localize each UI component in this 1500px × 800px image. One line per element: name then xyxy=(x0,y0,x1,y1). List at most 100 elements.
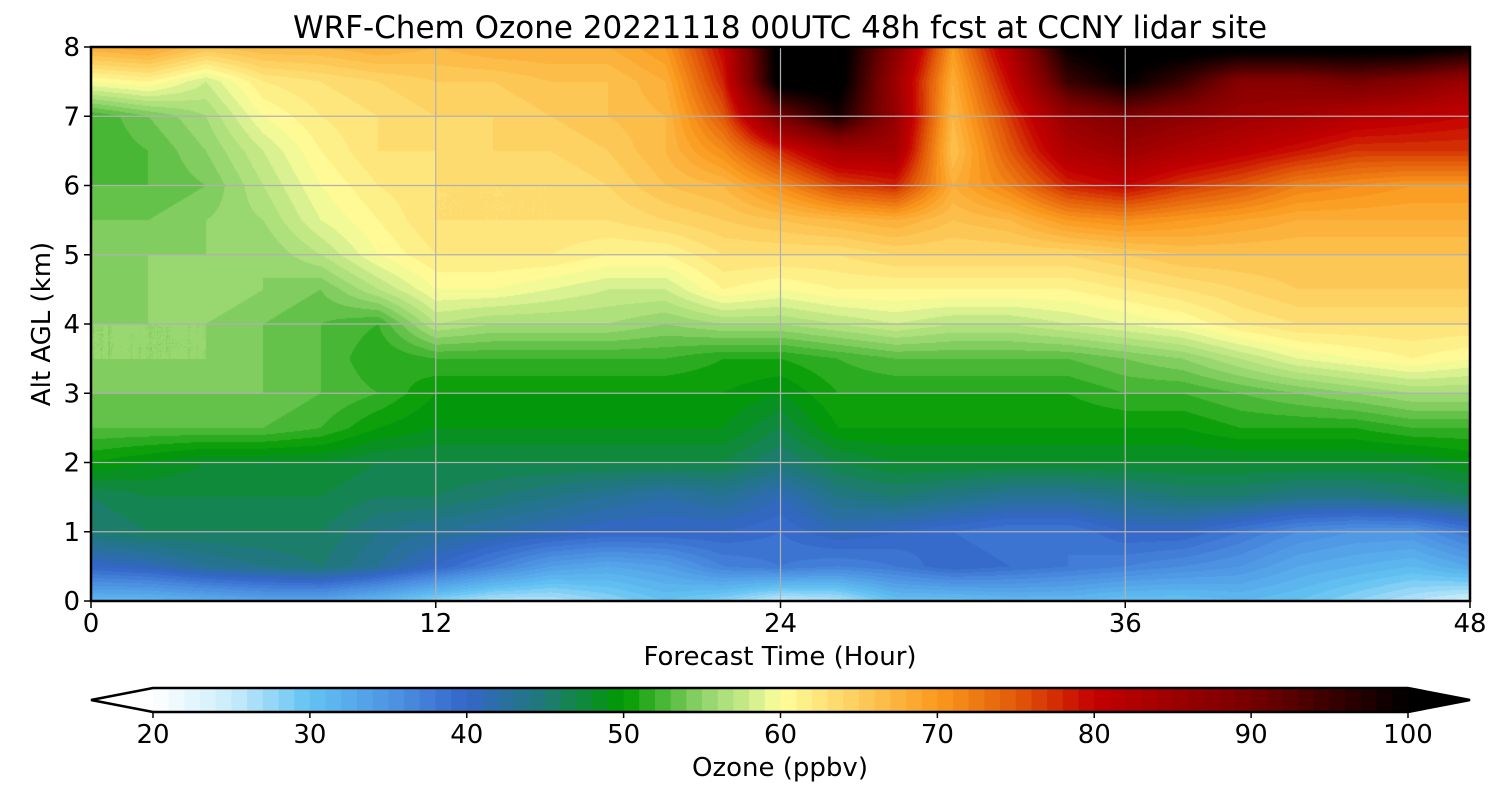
colorbar-level xyxy=(796,688,813,712)
x-tick-label: 24 xyxy=(764,609,797,639)
colorbar-level xyxy=(356,688,374,712)
y-tick-label: 4 xyxy=(63,310,80,340)
colorbar-level xyxy=(623,688,640,712)
colorbar-extend-high xyxy=(1408,688,1470,712)
colorbar-level xyxy=(372,688,389,712)
colorbar-level xyxy=(780,688,797,712)
colorbar-level xyxy=(686,688,703,712)
colorbar-level xyxy=(764,688,782,712)
x-tick-label: 36 xyxy=(1109,609,1142,639)
colorbar-level xyxy=(639,688,656,712)
colorbar-level xyxy=(1141,688,1158,712)
y-axis: 0 1 2 3 4 5 6 7 8 xyxy=(63,33,91,617)
colorbar-level xyxy=(215,688,233,712)
colorbar-level xyxy=(325,688,342,712)
chart-title: WRF-Chem Ozone 20221118 00UTC 48h fcst a… xyxy=(293,10,1267,46)
colorbar-level xyxy=(811,688,829,712)
colorbar-level xyxy=(874,688,891,712)
colorbar-tick-label: 60 xyxy=(764,720,797,750)
colorbar-level xyxy=(341,688,358,712)
colorbar-tick-label: 40 xyxy=(450,720,483,750)
colorbar-level xyxy=(1235,688,1252,712)
colorbar-level xyxy=(607,688,625,712)
y-tick-label: 1 xyxy=(63,518,80,548)
y-tick-label: 5 xyxy=(63,241,80,271)
colorbar-level xyxy=(168,688,185,712)
x-tick-label: 48 xyxy=(1453,609,1486,639)
y-tick-label: 0 xyxy=(63,587,80,617)
colorbar-level xyxy=(749,688,766,712)
colorbar-level xyxy=(1251,688,1268,712)
colorbar-level xyxy=(184,688,201,712)
colorbar-level xyxy=(466,688,484,712)
colorbar-level xyxy=(953,688,970,712)
colorbar-level xyxy=(498,688,515,712)
colorbar-level xyxy=(937,688,954,712)
colorbar-label: Ozone (ppbv) xyxy=(692,753,868,783)
colorbar-level xyxy=(1000,688,1017,712)
colorbar-level xyxy=(1109,688,1127,712)
x-tick-label: 12 xyxy=(419,609,452,639)
colorbar-extend-low xyxy=(91,688,153,712)
colorbar-level xyxy=(435,688,452,712)
colorbar-level xyxy=(1345,688,1362,712)
colorbar-level xyxy=(1360,688,1378,712)
y-tick-label: 6 xyxy=(63,172,80,202)
colorbar-level xyxy=(1188,688,1205,712)
colorbar-level xyxy=(890,688,907,712)
colorbar-level xyxy=(309,688,327,712)
colorbar-level xyxy=(200,688,217,712)
colorbar-level xyxy=(560,688,578,712)
colorbar-level xyxy=(1204,688,1221,712)
x-axis: 0 12 24 36 48 xyxy=(83,601,1487,639)
colorbar-level xyxy=(278,688,295,712)
colorbar-level xyxy=(545,688,562,712)
colorbar-level xyxy=(1157,688,1174,712)
colorbar-level xyxy=(1266,688,1284,712)
colorbar-level xyxy=(419,688,436,712)
colorbar: 20 30 40 50 60 70 80 90 100 Ozone (ppbv) xyxy=(90,686,1471,783)
colorbar-level xyxy=(1047,688,1064,712)
colorbar-level xyxy=(1298,688,1315,712)
colorbar-tick-label: 50 xyxy=(607,720,640,750)
colorbar-level xyxy=(513,688,531,712)
y-tick-label: 2 xyxy=(63,449,80,479)
y-tick-label: 7 xyxy=(63,102,80,132)
colorbar-level xyxy=(529,688,546,712)
colorbar-level xyxy=(1078,688,1095,712)
colorbar-level xyxy=(1172,688,1189,712)
colorbar-level xyxy=(576,688,593,712)
colorbar-level xyxy=(1031,688,1048,712)
colorbar-level xyxy=(906,688,923,712)
colorbar-level xyxy=(451,688,468,712)
colorbar-level xyxy=(294,688,311,712)
colorbar-ticks: 20 30 40 50 60 70 80 90 100 xyxy=(136,712,1433,750)
y-tick-label: 3 xyxy=(63,379,80,409)
colorbar-level xyxy=(1282,688,1299,712)
colorbar-level xyxy=(968,688,986,712)
colorbar-level xyxy=(592,688,609,712)
colorbar-tick-label: 20 xyxy=(136,720,169,750)
colorbar-tick-label: 30 xyxy=(293,720,326,750)
x-axis-label: Forecast Time (Hour) xyxy=(643,642,916,672)
x-tick-label: 0 xyxy=(83,609,100,639)
colorbar-level xyxy=(247,688,264,712)
colorbar-level xyxy=(843,688,860,712)
colorbar-level xyxy=(733,688,750,712)
colorbar-level xyxy=(670,688,687,712)
colorbar-level xyxy=(1062,688,1080,712)
colorbar-level xyxy=(404,688,421,712)
colorbar-level xyxy=(231,688,248,712)
colorbar-level xyxy=(655,688,672,712)
colorbar-level xyxy=(1392,688,1409,712)
colorbar-level xyxy=(1015,688,1033,712)
colorbar-segments xyxy=(91,688,1470,712)
colorbar-tick-label: 70 xyxy=(921,720,954,750)
colorbar-tick-label: 100 xyxy=(1383,720,1433,750)
colorbar-level xyxy=(153,688,170,712)
colorbar-level xyxy=(858,688,876,712)
colorbar-level xyxy=(702,688,719,712)
grid-lines xyxy=(91,47,1470,601)
colorbar-level xyxy=(717,688,735,712)
